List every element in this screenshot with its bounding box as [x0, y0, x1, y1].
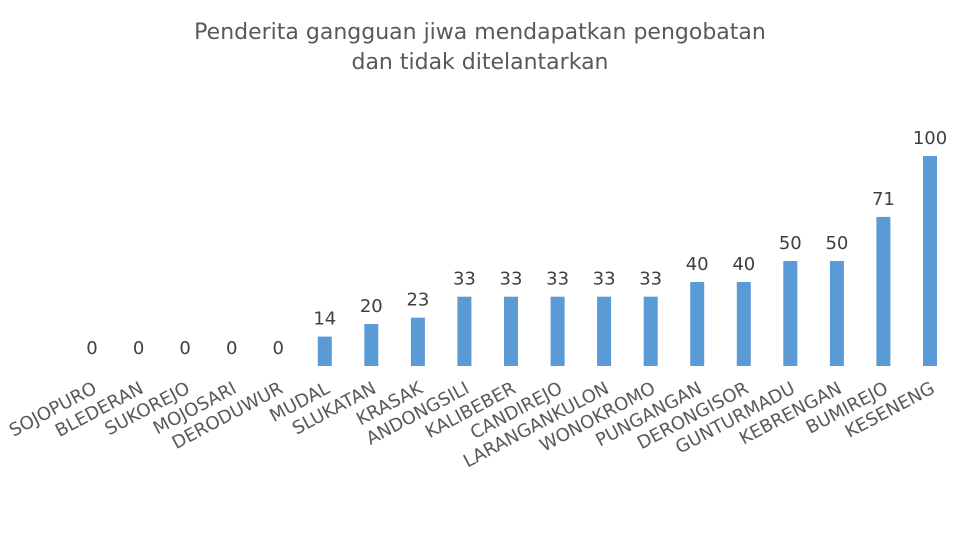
data-label-wonokromo: 33: [639, 269, 662, 290]
data-label-candirejo: 33: [546, 269, 569, 290]
data-label-andongsili: 33: [453, 269, 476, 290]
data-label-pungangan: 40: [686, 254, 709, 275]
data-label-mudal: 14: [313, 309, 336, 330]
data-label-gunturmadu: 50: [779, 233, 802, 254]
data-label-kalibeber: 33: [500, 269, 523, 290]
data-label-keseneng: 100: [913, 128, 947, 149]
bar-derongisor: [736, 282, 751, 366]
data-label-kebrengan: 50: [825, 233, 848, 254]
bar-kalibeber: [504, 296, 518, 366]
data-label-blederan: 0: [133, 338, 144, 359]
bar-larangankulon: [597, 296, 612, 366]
data-label-bumirejo: 71: [872, 189, 895, 210]
bar-pungangan: [690, 282, 705, 366]
data-label-slukatan: 20: [360, 296, 383, 317]
data-label-sojopuro: 0: [86, 338, 97, 359]
bar-keseneng: [923, 156, 937, 366]
data-label-mojosari: 0: [226, 338, 237, 359]
bar-kebrengan: [829, 261, 844, 366]
bar-gunturmadu: [783, 261, 798, 366]
bar-andongsili: [457, 296, 472, 366]
bar-candirejo: [550, 296, 565, 366]
bar-krasak: [410, 317, 425, 366]
bar-mudal: [317, 336, 332, 366]
data-label-sukorejo: 0: [179, 338, 190, 359]
data-label-krasak: 23: [406, 290, 429, 311]
data-label-deroduwur: 0: [272, 338, 283, 359]
data-label-derongisor: 40: [732, 254, 755, 275]
bar-slukatan: [364, 324, 379, 366]
bar-bumirejo: [876, 216, 891, 366]
bar-wonokromo: [643, 296, 658, 366]
data-label-larangankulon: 33: [593, 269, 616, 290]
chart-title: Penderita gangguan jiwa mendapatkan peng…: [194, 20, 766, 75]
